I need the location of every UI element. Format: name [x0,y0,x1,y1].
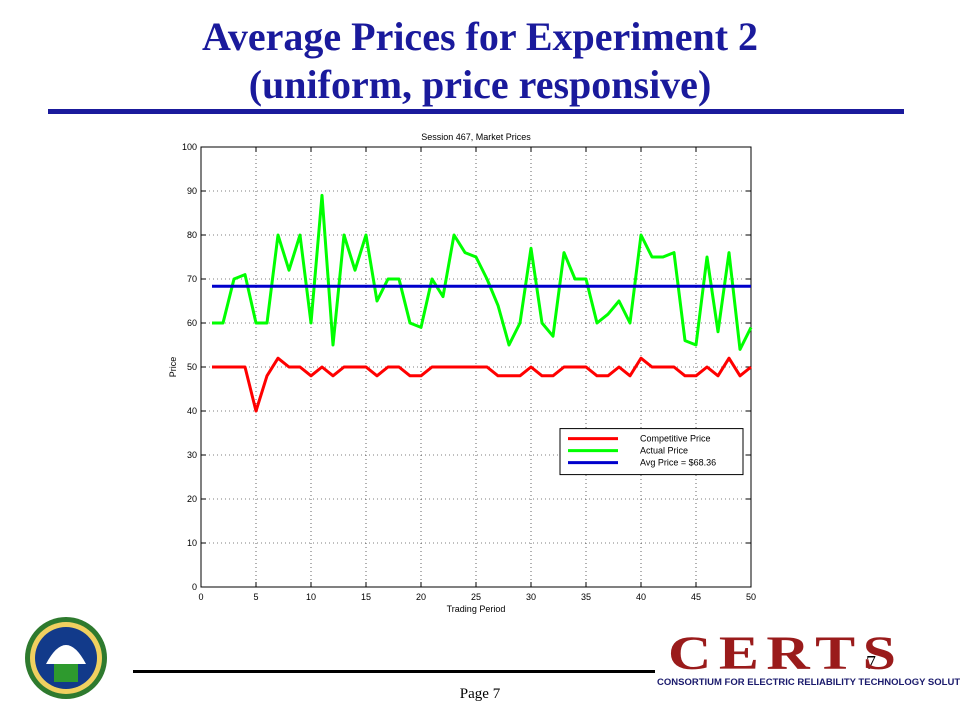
chart-title: Session 467, Market Prices [421,132,531,142]
doe-seal-logo [25,617,107,699]
y-tick-label: 100 [182,142,197,152]
y-tick-label: 90 [187,186,197,196]
x-tick-label: 5 [253,592,258,602]
slide-title-line-1: Average Prices for Experiment 2 [201,14,759,59]
x-tick-label: 45 [691,592,701,602]
page-label: Page 7 [459,686,501,702]
x-tick-label: 30 [526,592,536,602]
series-line-1 [212,356,752,413]
y-tick-label: 50 [187,362,197,372]
footer-rule [133,670,655,673]
page-number: 7 [866,652,876,674]
legend-label-3: Avg Price = $68.36 [640,458,716,468]
x-tick-label: 20 [416,592,426,602]
legend-label-1: Competitive Price [640,434,711,444]
y-tick-label: 70 [187,274,197,284]
y-tick-label: 40 [187,406,197,416]
y-tick-label: 20 [187,494,197,504]
seal-shield-icon [54,664,78,682]
x-axis-label: Trading Period [447,604,506,614]
x-tick-label: 35 [581,592,591,602]
certs-logo-text: CERTS [668,627,904,680]
x-tick-label: 10 [306,592,316,602]
seal-eagle-icon [46,645,86,664]
y-axis-label: Price [168,357,178,378]
y-tick-label: 60 [187,318,197,328]
x-tick-label: 25 [471,592,481,602]
title-underline [48,109,904,114]
y-tick-label: 30 [187,450,197,460]
y-tick-label: 80 [187,230,197,240]
y-tick-label: 0 [192,582,197,592]
x-tick-label: 0 [198,592,203,602]
y-tick-label: 10 [187,538,197,548]
x-tick-label: 15 [361,592,371,602]
market-price-chart: 0 5 10 15 20 25 30 35 40 45 50 0 10 20 30 40 50 60 70 80 90 1… [168,132,756,614]
series-line-2 [212,193,753,351]
x-tick-label: 50 [746,592,756,602]
slide-title-line-2: (uniform, price responsive) [248,62,712,107]
legend-label-2: Actual Price [640,446,688,456]
certs-logo-tagline: CONSORTIUM FOR ELECTRIC RELIABILITY TECH… [657,677,960,688]
x-tick-label: 40 [636,592,646,602]
